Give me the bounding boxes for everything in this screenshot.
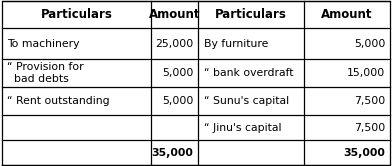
Text: Amount: Amount [149,8,200,21]
Text: “ Jinu's capital: “ Jinu's capital [204,123,281,133]
Text: “ bank overdraft: “ bank overdraft [204,68,293,78]
Text: By furniture: By furniture [204,39,268,49]
Text: 5,000: 5,000 [162,96,193,106]
Text: 7,500: 7,500 [354,96,385,106]
Text: 15,000: 15,000 [347,68,385,78]
Text: To machinery: To machinery [7,39,79,49]
Text: 5,000: 5,000 [354,39,385,49]
Text: 35,000: 35,000 [343,148,385,158]
Text: 35,000: 35,000 [151,148,193,158]
Text: “ Provision for: “ Provision for [7,62,83,72]
Text: “ Rent outstanding: “ Rent outstanding [7,96,109,106]
Text: bad debts: bad debts [14,74,69,84]
Text: 7,500: 7,500 [354,123,385,133]
Text: Amount: Amount [321,8,373,21]
Text: 5,000: 5,000 [162,68,193,78]
Text: 25,000: 25,000 [155,39,193,49]
Text: Particulars: Particulars [215,8,287,21]
Text: “ Sunu's capital: “ Sunu's capital [204,96,289,106]
Text: Particulars: Particulars [40,8,113,21]
